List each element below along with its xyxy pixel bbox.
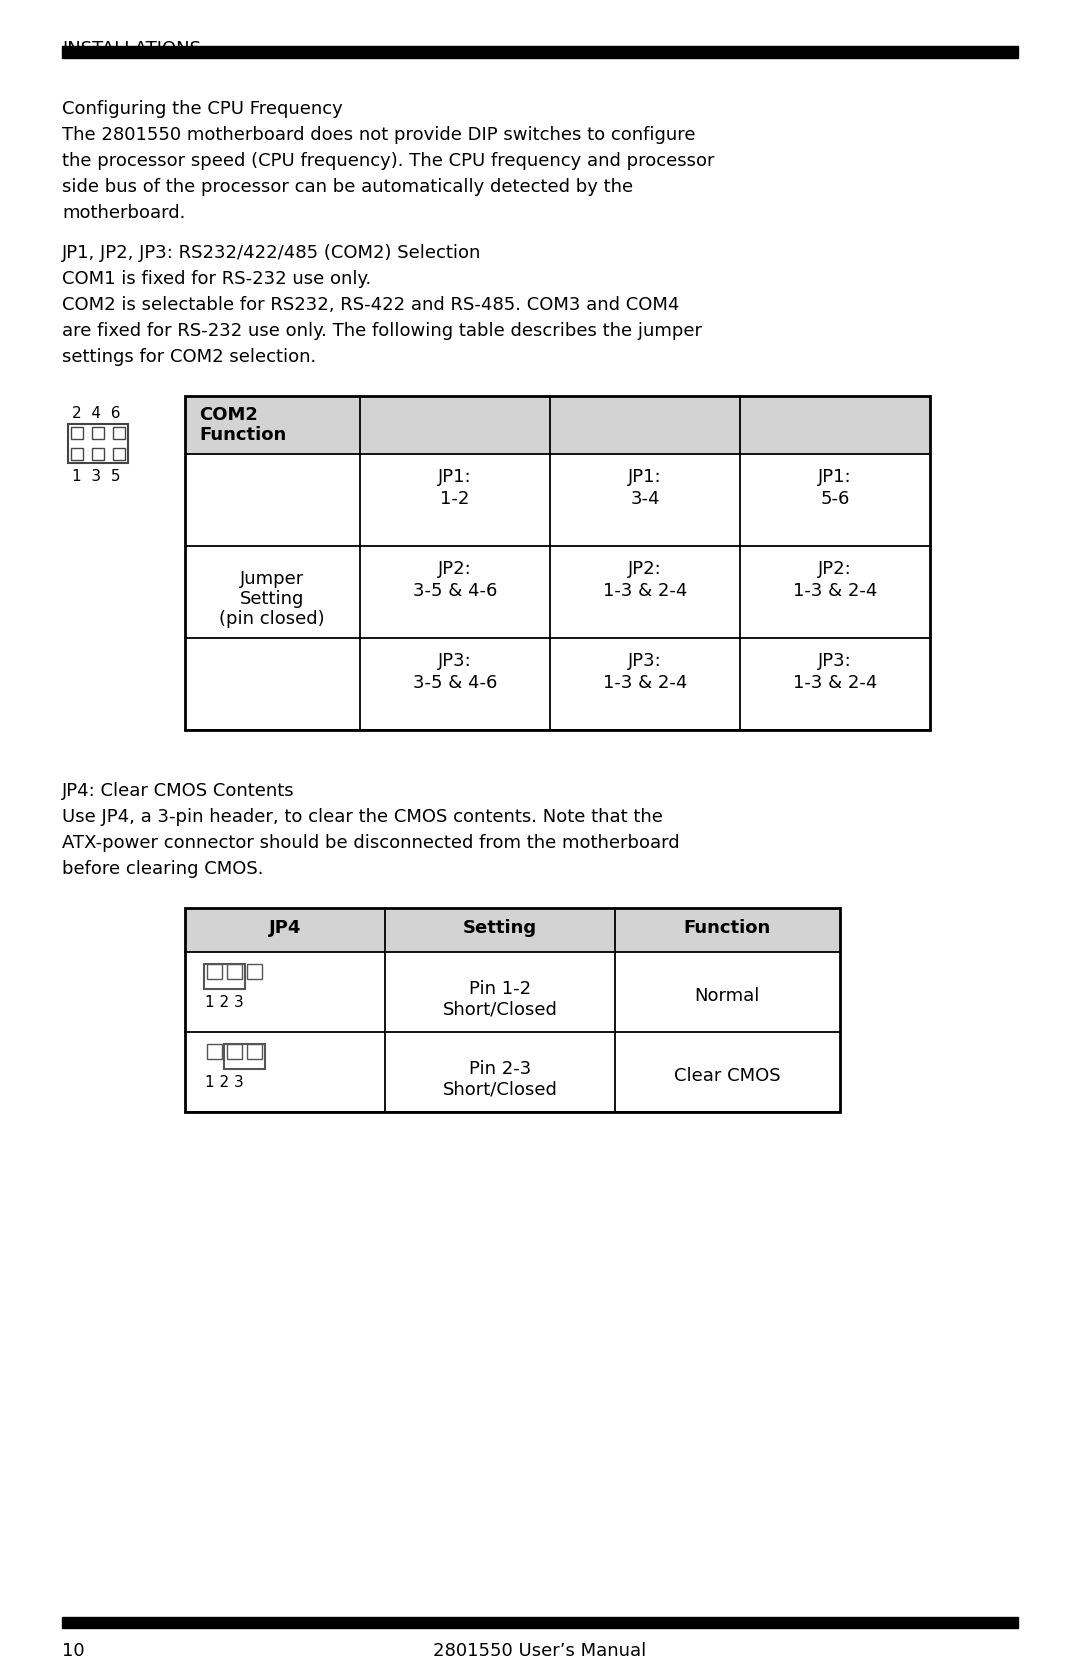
Text: JP1, JP2, JP3: RS232/422/485 (COM2) Selection: JP1, JP2, JP3: RS232/422/485 (COM2) Sele… (62, 244, 482, 262)
Text: 1-3 & 2-4: 1-3 & 2-4 (793, 582, 877, 599)
Bar (62, 1617, 1018, 1627)
Bar (247, 965, 262, 980)
Bar (62, 47, 1018, 58)
Text: are fixed for RS-232 use only. The following table describes the jumper: are fixed for RS-232 use only. The follo… (62, 322, 702, 340)
Text: before clearing CMOS.: before clearing CMOS. (62, 860, 264, 878)
Text: 2  4  6: 2 4 6 (72, 406, 121, 421)
Text: Pin 2-3: Pin 2-3 (469, 1060, 531, 1078)
Text: 3-5 & 4-6: 3-5 & 4-6 (413, 674, 497, 693)
Bar (227, 965, 242, 980)
Text: Setting: Setting (240, 591, 305, 608)
Text: Normal: Normal (694, 986, 759, 1005)
Text: 1-2: 1-2 (441, 491, 470, 507)
Bar (71, 427, 83, 439)
Text: 3-5 & 4-6: 3-5 & 4-6 (413, 582, 497, 599)
Text: JP3:: JP3: (438, 653, 472, 669)
Bar (740, 396, 930, 454)
Text: COM2: COM2 (199, 406, 258, 424)
Text: side bus of the processor can be automatically detected by the: side bus of the processor can be automat… (62, 179, 633, 195)
Text: JP1:: JP1: (438, 467, 472, 486)
Text: COM1 is fixed for RS-232 use only.: COM1 is fixed for RS-232 use only. (62, 270, 372, 289)
Bar (113, 447, 125, 461)
Text: JP2:: JP2: (819, 561, 852, 577)
Text: Function: Function (684, 920, 771, 936)
Text: ATX-power connector should be disconnected from the motherboard: ATX-power connector should be disconnect… (62, 834, 679, 851)
Text: The 2801550 motherboard does not provide DIP switches to configure: The 2801550 motherboard does not provide… (62, 125, 696, 144)
Bar (247, 1045, 262, 1060)
Text: Setting: Setting (463, 920, 537, 936)
Text: JP1:: JP1: (819, 467, 852, 486)
Text: JP2:: JP2: (438, 561, 472, 577)
Text: JP3:: JP3: (629, 653, 662, 669)
Text: 1-3 & 2-4: 1-3 & 2-4 (793, 674, 877, 693)
Text: settings for COM2 selection.: settings for COM2 selection. (62, 349, 316, 366)
Text: JP1:: JP1: (629, 467, 662, 486)
Bar (384, 908, 615, 951)
Bar (185, 396, 930, 729)
Bar (615, 908, 840, 951)
Bar (185, 396, 360, 454)
Text: Configuring the CPU Frequency: Configuring the CPU Frequency (62, 100, 342, 118)
Text: Short/Closed: Short/Closed (443, 1080, 557, 1098)
Bar (71, 447, 83, 461)
Bar (68, 424, 129, 462)
Bar (360, 396, 550, 454)
Text: 1 2 3: 1 2 3 (205, 1075, 244, 1090)
Text: 10: 10 (62, 1642, 84, 1661)
Bar (224, 1045, 265, 1070)
Bar (550, 396, 740, 454)
Text: 5-6: 5-6 (821, 491, 850, 507)
Text: 3-4: 3-4 (631, 491, 660, 507)
Text: Function: Function (199, 426, 286, 444)
Bar (207, 1045, 222, 1060)
Text: the processor speed (CPU frequency). The CPU frequency and processor: the processor speed (CPU frequency). The… (62, 152, 715, 170)
Text: Clear CMOS: Clear CMOS (674, 1066, 781, 1085)
Text: COM2 is selectable for RS232, RS-422 and RS-485. COM3 and COM4: COM2 is selectable for RS232, RS-422 and… (62, 295, 679, 314)
Text: INSTALLATIONS: INSTALLATIONS (62, 40, 201, 58)
Bar (207, 965, 222, 980)
Text: JP4: JP4 (269, 920, 301, 936)
Text: Use JP4, a 3-pin header, to clear the CMOS contents. Note that the: Use JP4, a 3-pin header, to clear the CM… (62, 808, 663, 826)
Bar (113, 427, 125, 439)
Text: JP2:: JP2: (629, 561, 662, 577)
Text: Pin 1-2: Pin 1-2 (469, 980, 531, 998)
Text: Jumper: Jumper (240, 571, 305, 587)
Bar (227, 1045, 242, 1060)
Bar (92, 427, 104, 439)
Text: JP4: Clear CMOS Contents: JP4: Clear CMOS Contents (62, 783, 295, 799)
Bar (185, 908, 840, 1112)
Bar (185, 908, 384, 951)
Text: 1-3 & 2-4: 1-3 & 2-4 (603, 582, 687, 599)
Text: Short/Closed: Short/Closed (443, 1000, 557, 1018)
Text: motherboard.: motherboard. (62, 204, 186, 222)
Text: 1 2 3: 1 2 3 (205, 995, 244, 1010)
Text: JP3:: JP3: (819, 653, 852, 669)
Text: 1-3 & 2-4: 1-3 & 2-4 (603, 674, 687, 693)
Bar (92, 447, 104, 461)
Text: 1  3  5: 1 3 5 (72, 469, 121, 484)
Bar (204, 965, 245, 990)
Text: 2801550 User’s Manual: 2801550 User’s Manual (433, 1642, 647, 1661)
Text: (pin closed): (pin closed) (219, 609, 325, 628)
